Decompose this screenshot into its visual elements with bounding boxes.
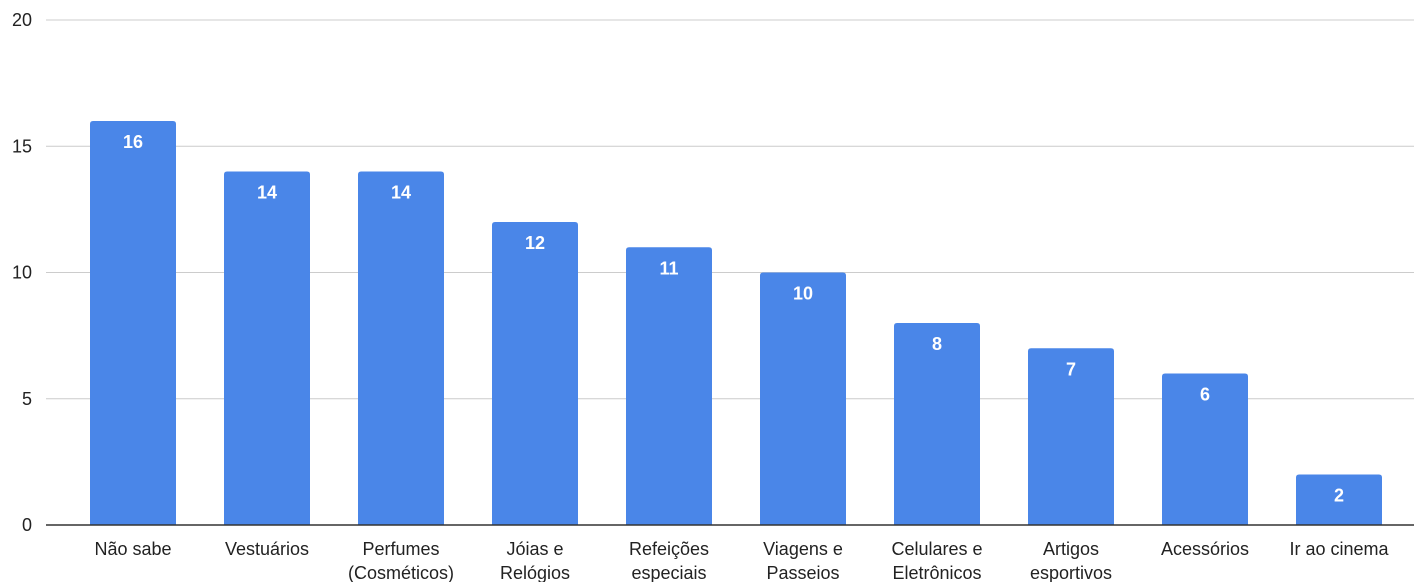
bar bbox=[224, 171, 310, 525]
x-category-label-line: esportivos bbox=[1030, 563, 1112, 582]
y-tick-label: 0 bbox=[22, 515, 32, 535]
y-tick-label: 20 bbox=[12, 10, 32, 30]
x-category-label: Ir ao cinema bbox=[1289, 539, 1389, 559]
x-category-label-line: Vestuários bbox=[225, 539, 309, 559]
x-category-label-line: Ir ao cinema bbox=[1289, 539, 1389, 559]
x-category-label-line: Relógios bbox=[500, 563, 570, 582]
bar bbox=[1162, 373, 1248, 525]
bar-value-label: 12 bbox=[525, 233, 545, 253]
x-category-label: Celulares e Eletrônicos bbox=[891, 539, 982, 582]
x-category-label: Refeições especiais bbox=[629, 539, 709, 582]
x-category-label-line: Eletrônicos bbox=[892, 563, 981, 582]
bar bbox=[1296, 474, 1382, 525]
x-category-label-line: especiais bbox=[631, 563, 706, 582]
x-category-label-line: Celulares e bbox=[891, 539, 982, 559]
x-axis-categories: Não sabe Vestuários Perfumes (Cosméticos) Jó… bbox=[94, 539, 1389, 582]
y-tick-label: 15 bbox=[12, 136, 32, 156]
x-category-label: Não sabe bbox=[94, 539, 171, 559]
y-tick-label: 10 bbox=[12, 263, 32, 283]
x-category-label-line: Passeios bbox=[766, 563, 839, 582]
bar bbox=[1028, 348, 1114, 525]
bar bbox=[760, 272, 846, 525]
bar bbox=[492, 222, 578, 525]
bar bbox=[358, 171, 444, 525]
bar-value-label: 14 bbox=[391, 183, 411, 203]
y-axis-ticks: 0 5 10 15 20 bbox=[12, 10, 32, 535]
x-category-label-line: Refeições bbox=[629, 539, 709, 559]
x-category-label: Acessórios bbox=[1161, 539, 1249, 559]
x-category-label-line: Artigos bbox=[1043, 539, 1099, 559]
x-category-label-line: (Cosméticos) bbox=[348, 563, 454, 582]
bars bbox=[90, 121, 1382, 525]
x-category-label-line: Perfumes bbox=[362, 539, 439, 559]
bar-value-label: 6 bbox=[1200, 385, 1210, 405]
x-category-label-line: Viagens e bbox=[763, 539, 843, 559]
bar-value-label: 16 bbox=[123, 132, 143, 152]
bar-value-label: 11 bbox=[659, 258, 678, 278]
x-category-label: Viagens e Passeios bbox=[763, 539, 843, 582]
data-labels: 16 14 14 12 11 10 8 7 6 2 bbox=[123, 132, 1344, 506]
bar bbox=[626, 247, 712, 525]
bar bbox=[894, 323, 980, 525]
bar-value-label: 14 bbox=[257, 183, 277, 203]
y-tick-label: 5 bbox=[22, 389, 32, 409]
x-category-label-line: Jóias e bbox=[506, 539, 563, 559]
bar-value-label: 2 bbox=[1334, 486, 1344, 506]
bar-value-label: 10 bbox=[793, 284, 813, 304]
bar-value-label: 7 bbox=[1066, 359, 1076, 379]
bar-value-label: 8 bbox=[932, 334, 942, 354]
x-category-label: Vestuários bbox=[225, 539, 309, 559]
x-category-label-line: Acessórios bbox=[1161, 539, 1249, 559]
bar bbox=[90, 121, 176, 525]
x-category-label: Jóias e Relógios bbox=[500, 539, 570, 582]
x-category-label: Perfumes (Cosméticos) bbox=[348, 539, 454, 582]
x-category-label-line: Não sabe bbox=[94, 539, 171, 559]
x-category-label: Artigos esportivos bbox=[1030, 539, 1112, 582]
